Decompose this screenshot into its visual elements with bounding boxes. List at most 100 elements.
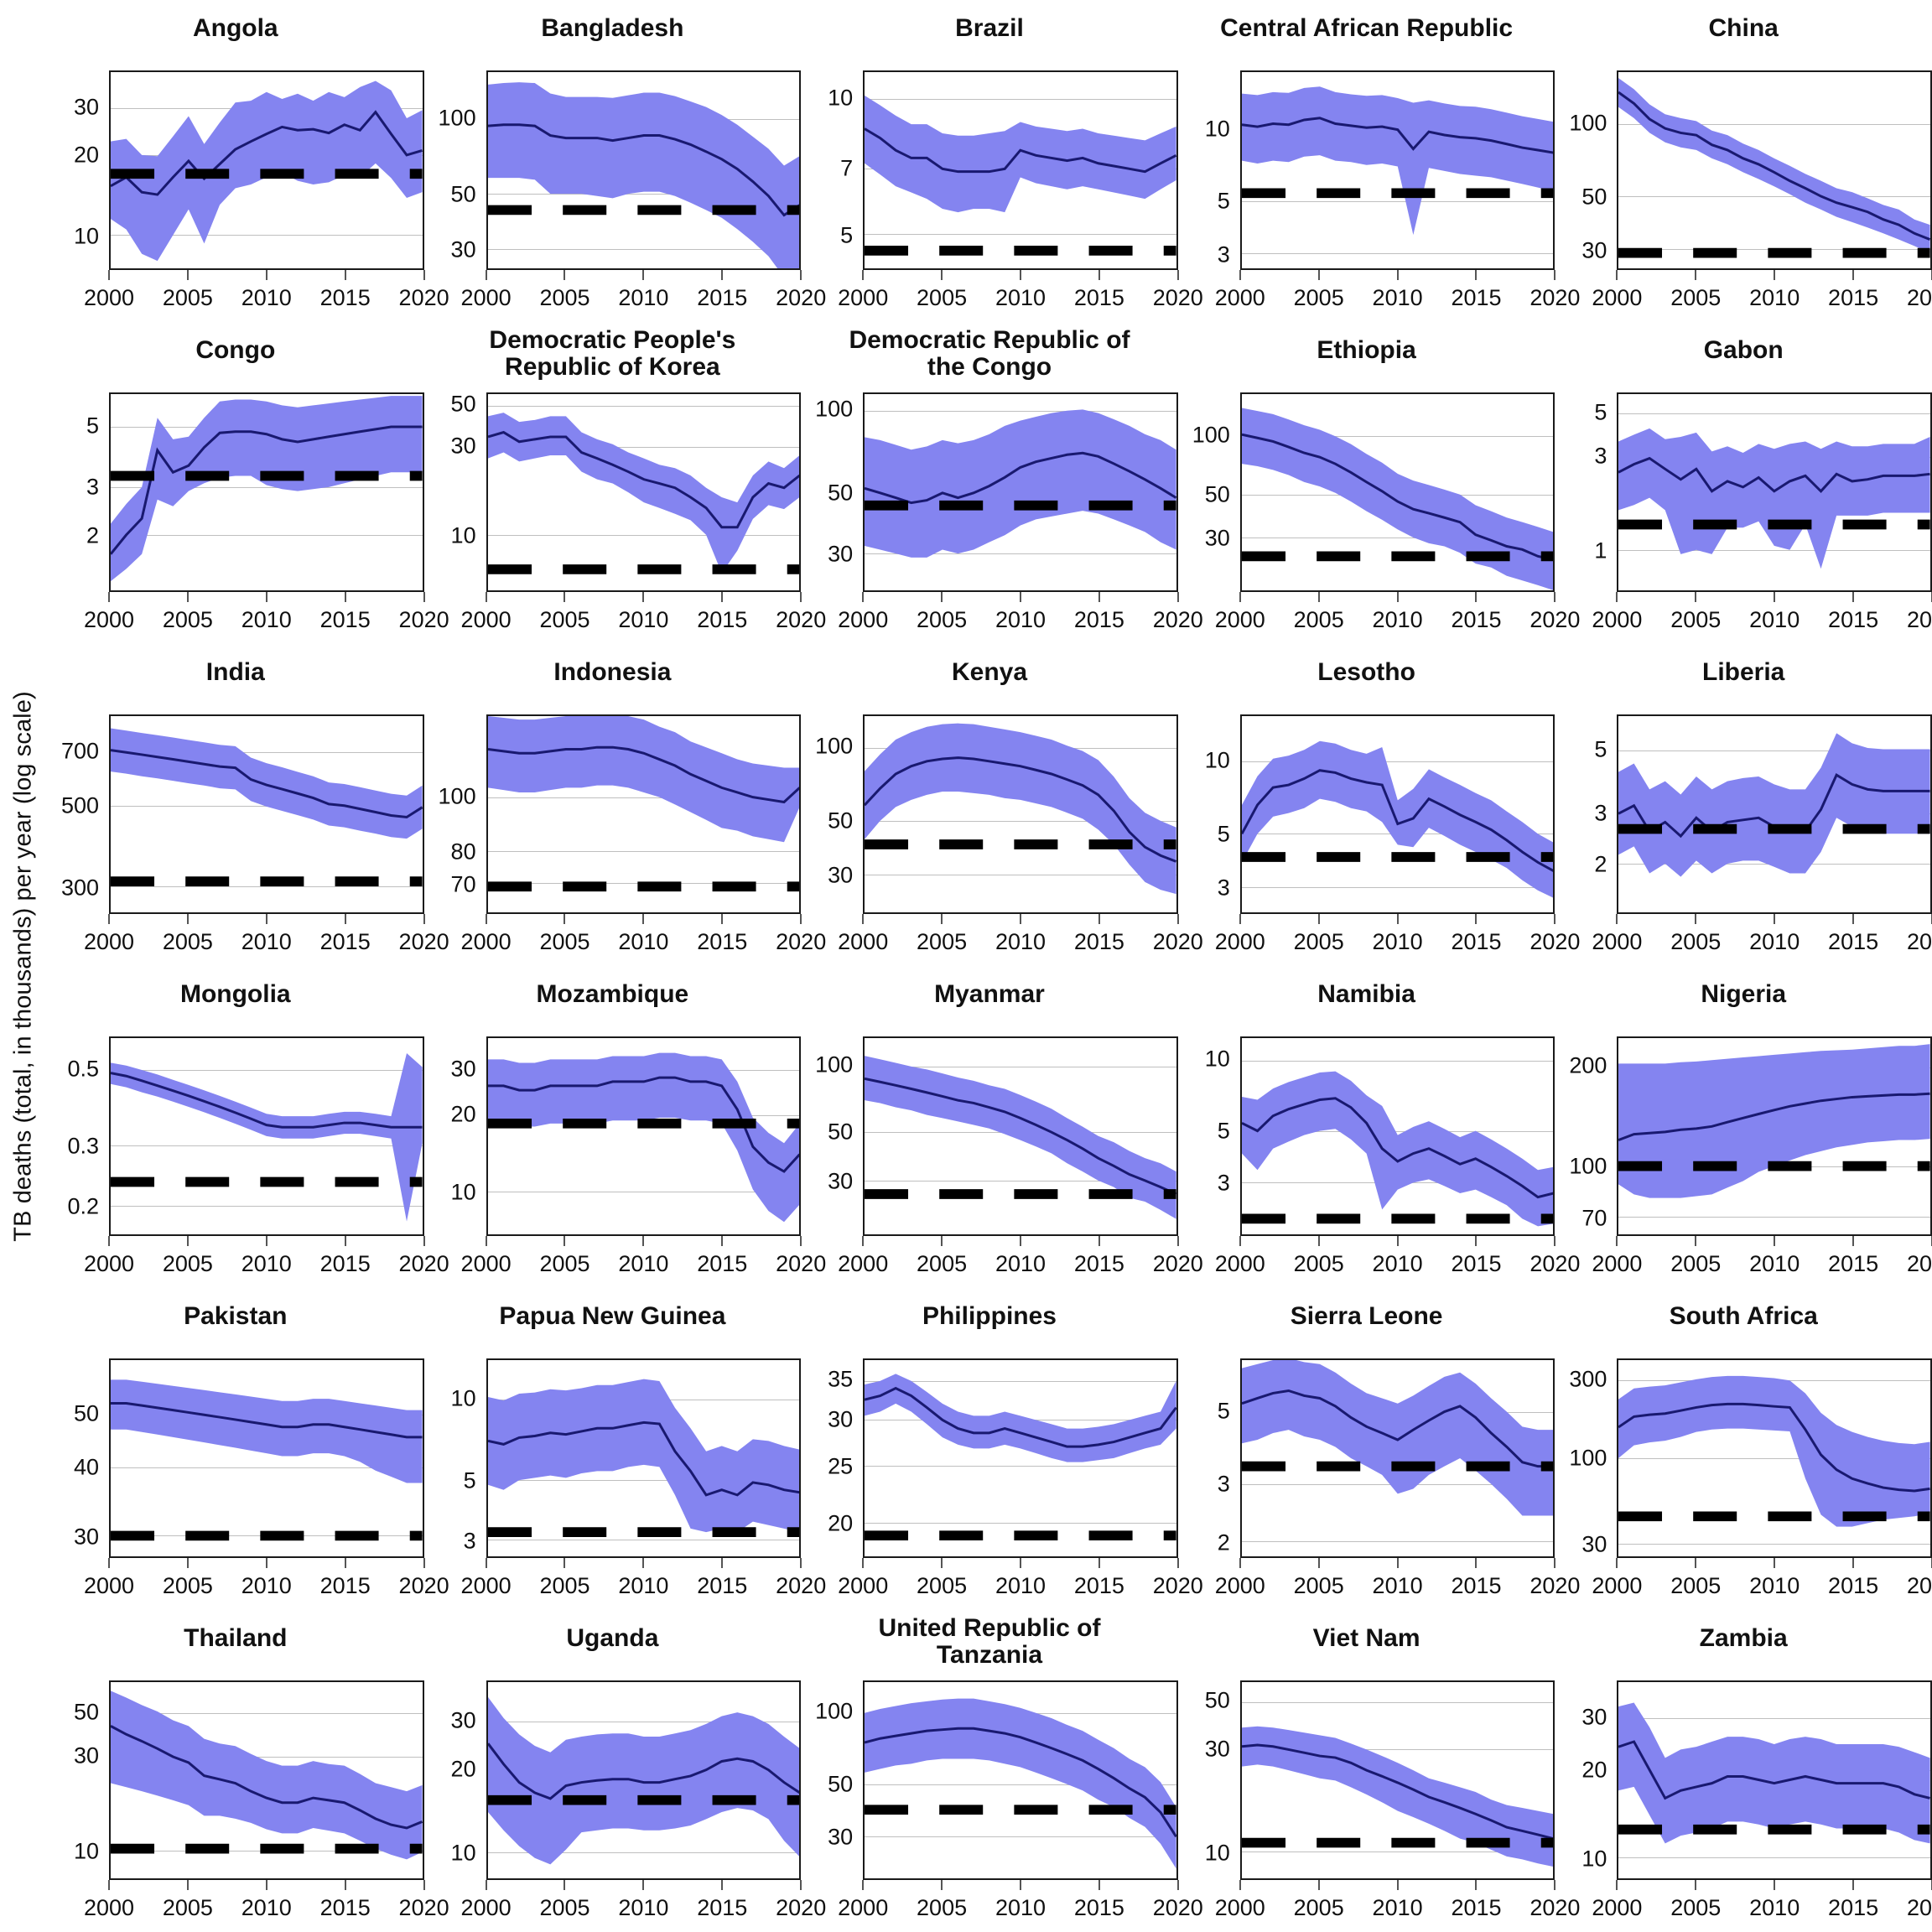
panel-title: Papua New Guinea	[499, 1302, 726, 1330]
x-tick-label: 2020	[776, 1895, 827, 1920]
x-tick-mark	[485, 1558, 487, 1568]
x-tick-label: 2015	[1073, 285, 1124, 310]
gridline	[487, 446, 800, 448]
panel-title: Namibia	[1317, 980, 1415, 1008]
x-tick-label: 2015	[697, 607, 748, 632]
plot-area: 2 3 5 2000 2005 2010 2015 2020	[1178, 1358, 1580, 1610]
plot-area: 70 80 100 2000 2005 2010 2015 2020	[424, 714, 826, 966]
x-tick-label: 2020	[1906, 1573, 1932, 1598]
x-tick-mark	[344, 1880, 346, 1890]
x-tick-label: 2020	[1906, 285, 1932, 310]
panel-south-africa: South Africa 30 100 300 2000 2005 2010 2015 2020	[1555, 1288, 1932, 1610]
x-tick-label: 2005	[162, 1573, 213, 1598]
gridline	[487, 797, 800, 798]
y-tick-label: 100	[815, 733, 854, 759]
x-axis: 2000 2005 2010 2015 2020	[461, 592, 826, 644]
x-tick-mark	[1554, 270, 1556, 280]
plot-box	[1239, 714, 1555, 914]
panel-china: China 30 50 100 2000 2005 2010 2015 2020	[1555, 0, 1932, 322]
panel-democratic-republic-of-the-congo: Democratic Republic of the Congo 30 50 100 2…	[801, 322, 1203, 644]
x-tick-mark	[1239, 914, 1241, 924]
x-tick-label: 2005	[917, 285, 968, 310]
x-tick-label: 2015	[1828, 929, 1879, 954]
series-canvas	[111, 1690, 423, 1860]
gridline	[111, 486, 423, 488]
x-tick-label: 2000	[83, 1573, 135, 1598]
plot-area: 3 5 10 2000 2005 2010 2015 2020	[1178, 1036, 1580, 1288]
x-axis: 2000 2005 2010 2015 2020	[84, 1880, 449, 1932]
y-tick-label: 5	[1217, 1398, 1230, 1424]
x-tick-mark	[1554, 1558, 1556, 1568]
plot-area: 10 20 30 2000 2005 2010 2015 2020	[47, 70, 449, 322]
y-tick-label: 10	[450, 1385, 476, 1411]
x-tick-label: 2020	[1906, 1251, 1932, 1276]
x-tick-mark	[1774, 1236, 1776, 1246]
plot-box	[486, 1036, 802, 1236]
gridline	[111, 1467, 423, 1469]
x-tick-mark	[186, 1558, 189, 1568]
panel-title: Pakistan	[184, 1302, 288, 1330]
x-tick-label: 2000	[1214, 1895, 1265, 1920]
plot-box	[863, 392, 1178, 592]
plot-box	[486, 1358, 802, 1558]
x-tick-mark	[344, 270, 346, 280]
y-tick-label: 20	[828, 1510, 854, 1536]
x-tick-label: 2010	[618, 929, 669, 954]
x-tick-mark	[800, 592, 802, 602]
x-tick-mark	[1396, 1236, 1399, 1246]
y-tick-label: 30	[73, 1524, 99, 1550]
y-tick-label: 30	[450, 1707, 476, 1733]
uncertainty-band	[865, 409, 1176, 558]
uncertainty-band	[1618, 1044, 1930, 1198]
panel-democratic-people-s-republic-of-korea: Democratic People's Republic of Korea 10 3…	[424, 322, 827, 644]
x-tick-mark	[186, 1880, 189, 1890]
best-estimate-line	[865, 129, 1176, 172]
panel-title: Congo	[195, 336, 276, 364]
series-canvas	[1618, 733, 1930, 877]
panel-bangladesh: Bangladesh 30 50 100 2000 2005 2010 2015 2020	[424, 0, 827, 322]
panel-title: Liberia	[1702, 658, 1785, 686]
y-tick-label: 3	[1217, 1471, 1230, 1497]
plot-area: 30 50 100 2000 2005 2010 2015 2020	[801, 714, 1203, 966]
x-tick-label: 2010	[1372, 929, 1423, 954]
panel-zambia: Zambia 10 20 30 2000 2005 2010 2015 2020	[1555, 1610, 1932, 1932]
panel-angola: Angola 10 20 30 2000 2005 2010 2015 2020	[47, 0, 449, 322]
y-axis: 3 5 10	[1178, 70, 1240, 322]
x-tick-mark	[265, 1236, 267, 1246]
x-tick-mark	[344, 592, 346, 602]
best-estimate-line	[111, 1403, 423, 1436]
x-axis: 2000 2005 2010 2015 2020	[84, 914, 449, 966]
gridline	[1241, 1749, 1554, 1751]
x-tick-label: 2015	[697, 1251, 748, 1276]
x-tick-mark	[108, 1880, 110, 1890]
y-tick-label: 30	[73, 94, 99, 120]
x-tick-label: 2015	[1073, 1895, 1124, 1920]
x-axis: 2000 2005 2010 2015 2020	[84, 270, 449, 322]
x-tick-mark	[564, 270, 566, 280]
x-tick-mark	[1774, 270, 1776, 280]
x-tick-mark	[564, 1558, 566, 1568]
x-tick-mark	[1554, 592, 1556, 602]
plot-area: 10 20 30 2000 2005 2010 2015 2020	[1555, 1680, 1932, 1932]
x-tick-mark	[1616, 914, 1618, 924]
plot-area: 30 50 100 2000 2005 2010 2015 2020	[1178, 392, 1580, 644]
x-axis: 2000 2005 2010 2015 2020	[838, 592, 1203, 644]
plot-box	[1239, 70, 1555, 270]
x-tick-label: 2010	[995, 1895, 1046, 1920]
y-tick-label: 30	[828, 1406, 854, 1432]
x-tick-mark	[1019, 1880, 1021, 1890]
panel-title: Viet Nam	[1312, 1624, 1420, 1652]
series-canvas	[1241, 1726, 1554, 1867]
x-tick-mark	[1852, 914, 1855, 924]
x-tick-label: 2020	[398, 607, 449, 632]
y-tick-label: 10	[1204, 747, 1230, 773]
gridline	[1241, 253, 1554, 255]
x-tick-label: 2015	[319, 1251, 371, 1276]
x-tick-label: 2020	[398, 929, 449, 954]
x-tick-mark	[1317, 1558, 1320, 1568]
uncertainty-band	[865, 1698, 1176, 1869]
x-tick-mark	[1098, 1236, 1100, 1246]
x-tick-label: 2000	[83, 929, 135, 954]
x-tick-label: 2015	[697, 285, 748, 310]
panel-mongolia: Mongolia 0.2 0.3 0.5 2000 2005 2010 2015 2020	[47, 966, 449, 1288]
